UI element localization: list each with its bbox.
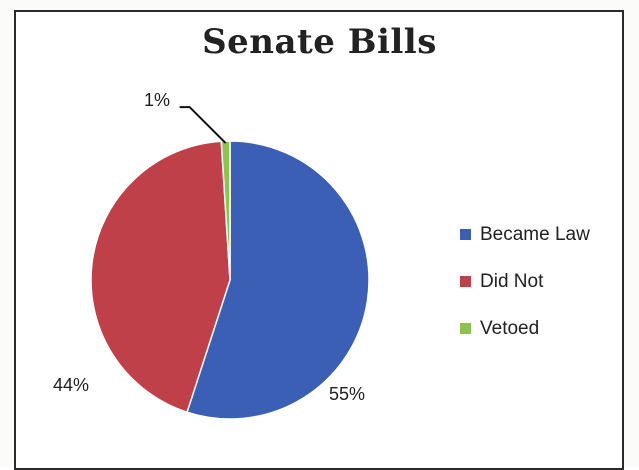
pie-slice-did-not — [90, 140, 231, 414]
leader-line-vetoed — [179, 106, 227, 144]
legend-swatch-became-law — [460, 229, 471, 240]
pie-slice-vetoed — [220, 140, 231, 281]
slice-label-vetoed: 1% — [144, 90, 171, 110]
slice-label-became-law: 55% — [329, 384, 366, 404]
slice-label-did-not: 44% — [53, 375, 90, 395]
legend-item-vetoed: Vetoed — [460, 316, 590, 341]
legend-label-became-law: Became Law — [480, 223, 590, 245]
legend-swatch-did-not — [460, 276, 471, 287]
legend-label-did-not: Did Not — [480, 270, 544, 292]
legend-item-did-not: Did Not — [460, 269, 590, 294]
legend-label-vetoed: Vetoed — [480, 317, 540, 339]
legend-item-became-law: Became Law — [460, 222, 590, 247]
pie-slice-became-law — [186, 140, 370, 420]
legend-swatch-vetoed — [460, 323, 471, 334]
chart-title: Senate Bills — [202, 22, 437, 62]
legend: Became Law Did Not Vetoed — [460, 222, 590, 363]
